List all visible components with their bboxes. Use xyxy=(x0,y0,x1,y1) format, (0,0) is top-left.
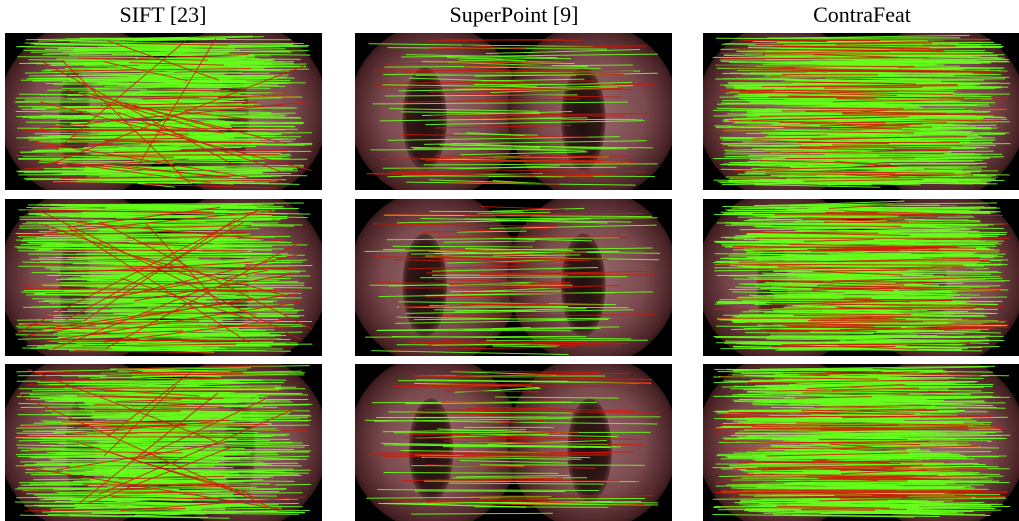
inlier-match xyxy=(828,183,984,184)
lumen xyxy=(567,399,611,503)
inlier-match xyxy=(493,346,558,347)
inlier-match xyxy=(95,393,302,394)
column-title: SIFT [23] xyxy=(120,2,207,27)
inlier-match xyxy=(798,295,932,296)
inlier-match xyxy=(138,370,208,371)
column-title: ContraFeat xyxy=(813,2,911,27)
inlier-match xyxy=(50,330,275,331)
inlier-match xyxy=(728,458,967,459)
inlier-match xyxy=(799,306,902,307)
outlier-match xyxy=(715,309,975,310)
column-title: SuperPoint [9] xyxy=(450,2,579,27)
inlier-match xyxy=(111,308,293,309)
inlier-match xyxy=(140,73,270,74)
outlier-match xyxy=(22,283,237,284)
inlier-match xyxy=(398,381,567,382)
outlier-match xyxy=(749,429,969,430)
inlier-match xyxy=(95,78,232,79)
match-image xyxy=(697,190,1019,366)
inlier-match xyxy=(52,412,190,413)
inlier-match xyxy=(775,130,884,131)
outlier-match xyxy=(733,177,999,178)
match-image xyxy=(349,355,679,521)
figure: SIFT [23] SuperPoint [9] ContraFeat xyxy=(0,0,1019,521)
inlier-match xyxy=(832,105,889,106)
outlier-match xyxy=(779,43,932,44)
image-grid xyxy=(0,24,1019,521)
match-image xyxy=(697,355,1019,521)
inlier-match xyxy=(67,310,264,311)
inlier-match xyxy=(376,417,660,418)
match-image xyxy=(0,355,328,521)
match-image xyxy=(697,24,1019,200)
outlier-match xyxy=(729,497,908,498)
match-image xyxy=(349,24,679,200)
inlier-match xyxy=(63,467,196,468)
inlier-match xyxy=(58,273,178,274)
outlier-match xyxy=(432,115,625,116)
inlier-match xyxy=(825,155,879,156)
outlier-match xyxy=(801,510,874,511)
match-image xyxy=(0,24,328,200)
inlier-match xyxy=(138,246,243,247)
page: {"columns": [{"title": "SIFT [23]"}, {"t… xyxy=(0,0,1019,521)
match-image xyxy=(0,190,328,366)
match-image xyxy=(349,190,679,366)
inlier-match xyxy=(450,291,561,292)
